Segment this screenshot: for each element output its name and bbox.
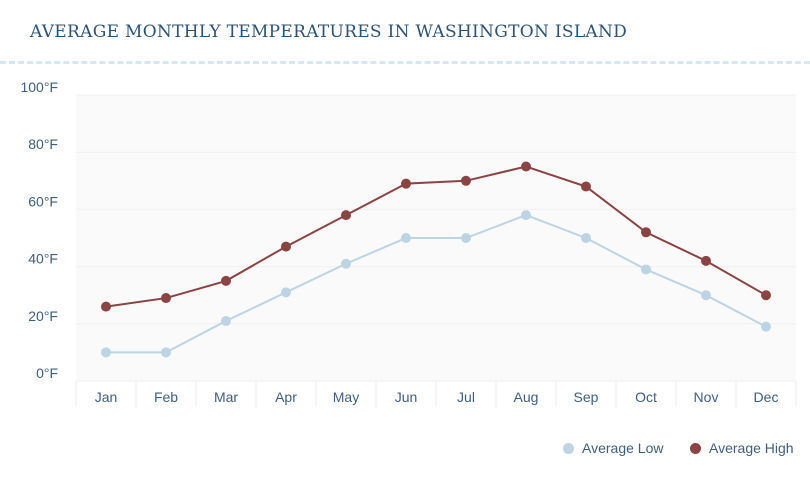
data-point-low — [281, 287, 291, 298]
data-point-high — [581, 181, 591, 192]
data-point-high — [461, 175, 471, 186]
y-tick-label: 60°F — [28, 193, 58, 209]
title-divider — [0, 61, 810, 64]
x-tick-label: Dec — [754, 389, 779, 405]
legend-marker-low — [563, 442, 574, 454]
x-tick-label: Jul — [457, 389, 475, 405]
x-tick-label: May — [333, 389, 359, 405]
data-point-high — [761, 290, 771, 301]
data-point-high — [101, 301, 111, 312]
data-point-low — [641, 264, 651, 275]
data-point-low — [161, 347, 171, 358]
x-tick-label: Nov — [694, 389, 719, 405]
data-point-low — [101, 347, 111, 358]
y-tick-label: 0°F — [36, 365, 58, 381]
data-point-high — [641, 227, 651, 238]
x-tick-label: Apr — [275, 389, 297, 405]
x-tick-label: Aug — [514, 389, 539, 405]
data-point-high — [161, 293, 171, 304]
data-point-low — [581, 233, 591, 243]
data-point-low — [221, 315, 231, 326]
data-point-low — [761, 321, 771, 332]
x-tick-label: Jan — [95, 389, 118, 405]
chart-title: AVERAGE MONTHLY TEMPERATURES IN WASHINGT… — [30, 22, 628, 42]
data-point-high — [401, 178, 411, 189]
legend-marker-high — [690, 442, 701, 454]
data-point-high — [341, 210, 351, 221]
y-tick-label: 40°F — [28, 251, 58, 267]
data-point-low — [401, 233, 411, 243]
x-tick-label: Mar — [214, 389, 238, 405]
y-tick-label: 100°F — [20, 79, 58, 95]
x-tick-label: Oct — [635, 389, 657, 405]
series-line-low — [106, 214, 767, 354]
x-tick-label: Sep — [574, 389, 599, 405]
data-point-low — [461, 233, 471, 243]
legend-label-low: Average Low — [582, 440, 664, 456]
data-point-high — [221, 275, 231, 286]
x-tick-label: Jun — [395, 389, 418, 405]
legend-label-high: Average High — [709, 440, 794, 456]
data-point-low — [701, 290, 711, 301]
data-point-high — [701, 255, 711, 266]
legend-item-low[interactable]: Average Low — [563, 440, 663, 456]
y-tick-label: 20°F — [28, 308, 58, 324]
series-line-high — [105, 165, 767, 308]
data-point-low — [521, 210, 531, 221]
data-point-high — [521, 161, 531, 172]
data-point-high — [281, 241, 291, 252]
y-tick-label: 80°F — [28, 136, 58, 152]
x-tick-label: Feb — [154, 389, 178, 405]
data-point-low — [341, 258, 351, 269]
legend-item-high[interactable]: Average High — [690, 440, 794, 456]
